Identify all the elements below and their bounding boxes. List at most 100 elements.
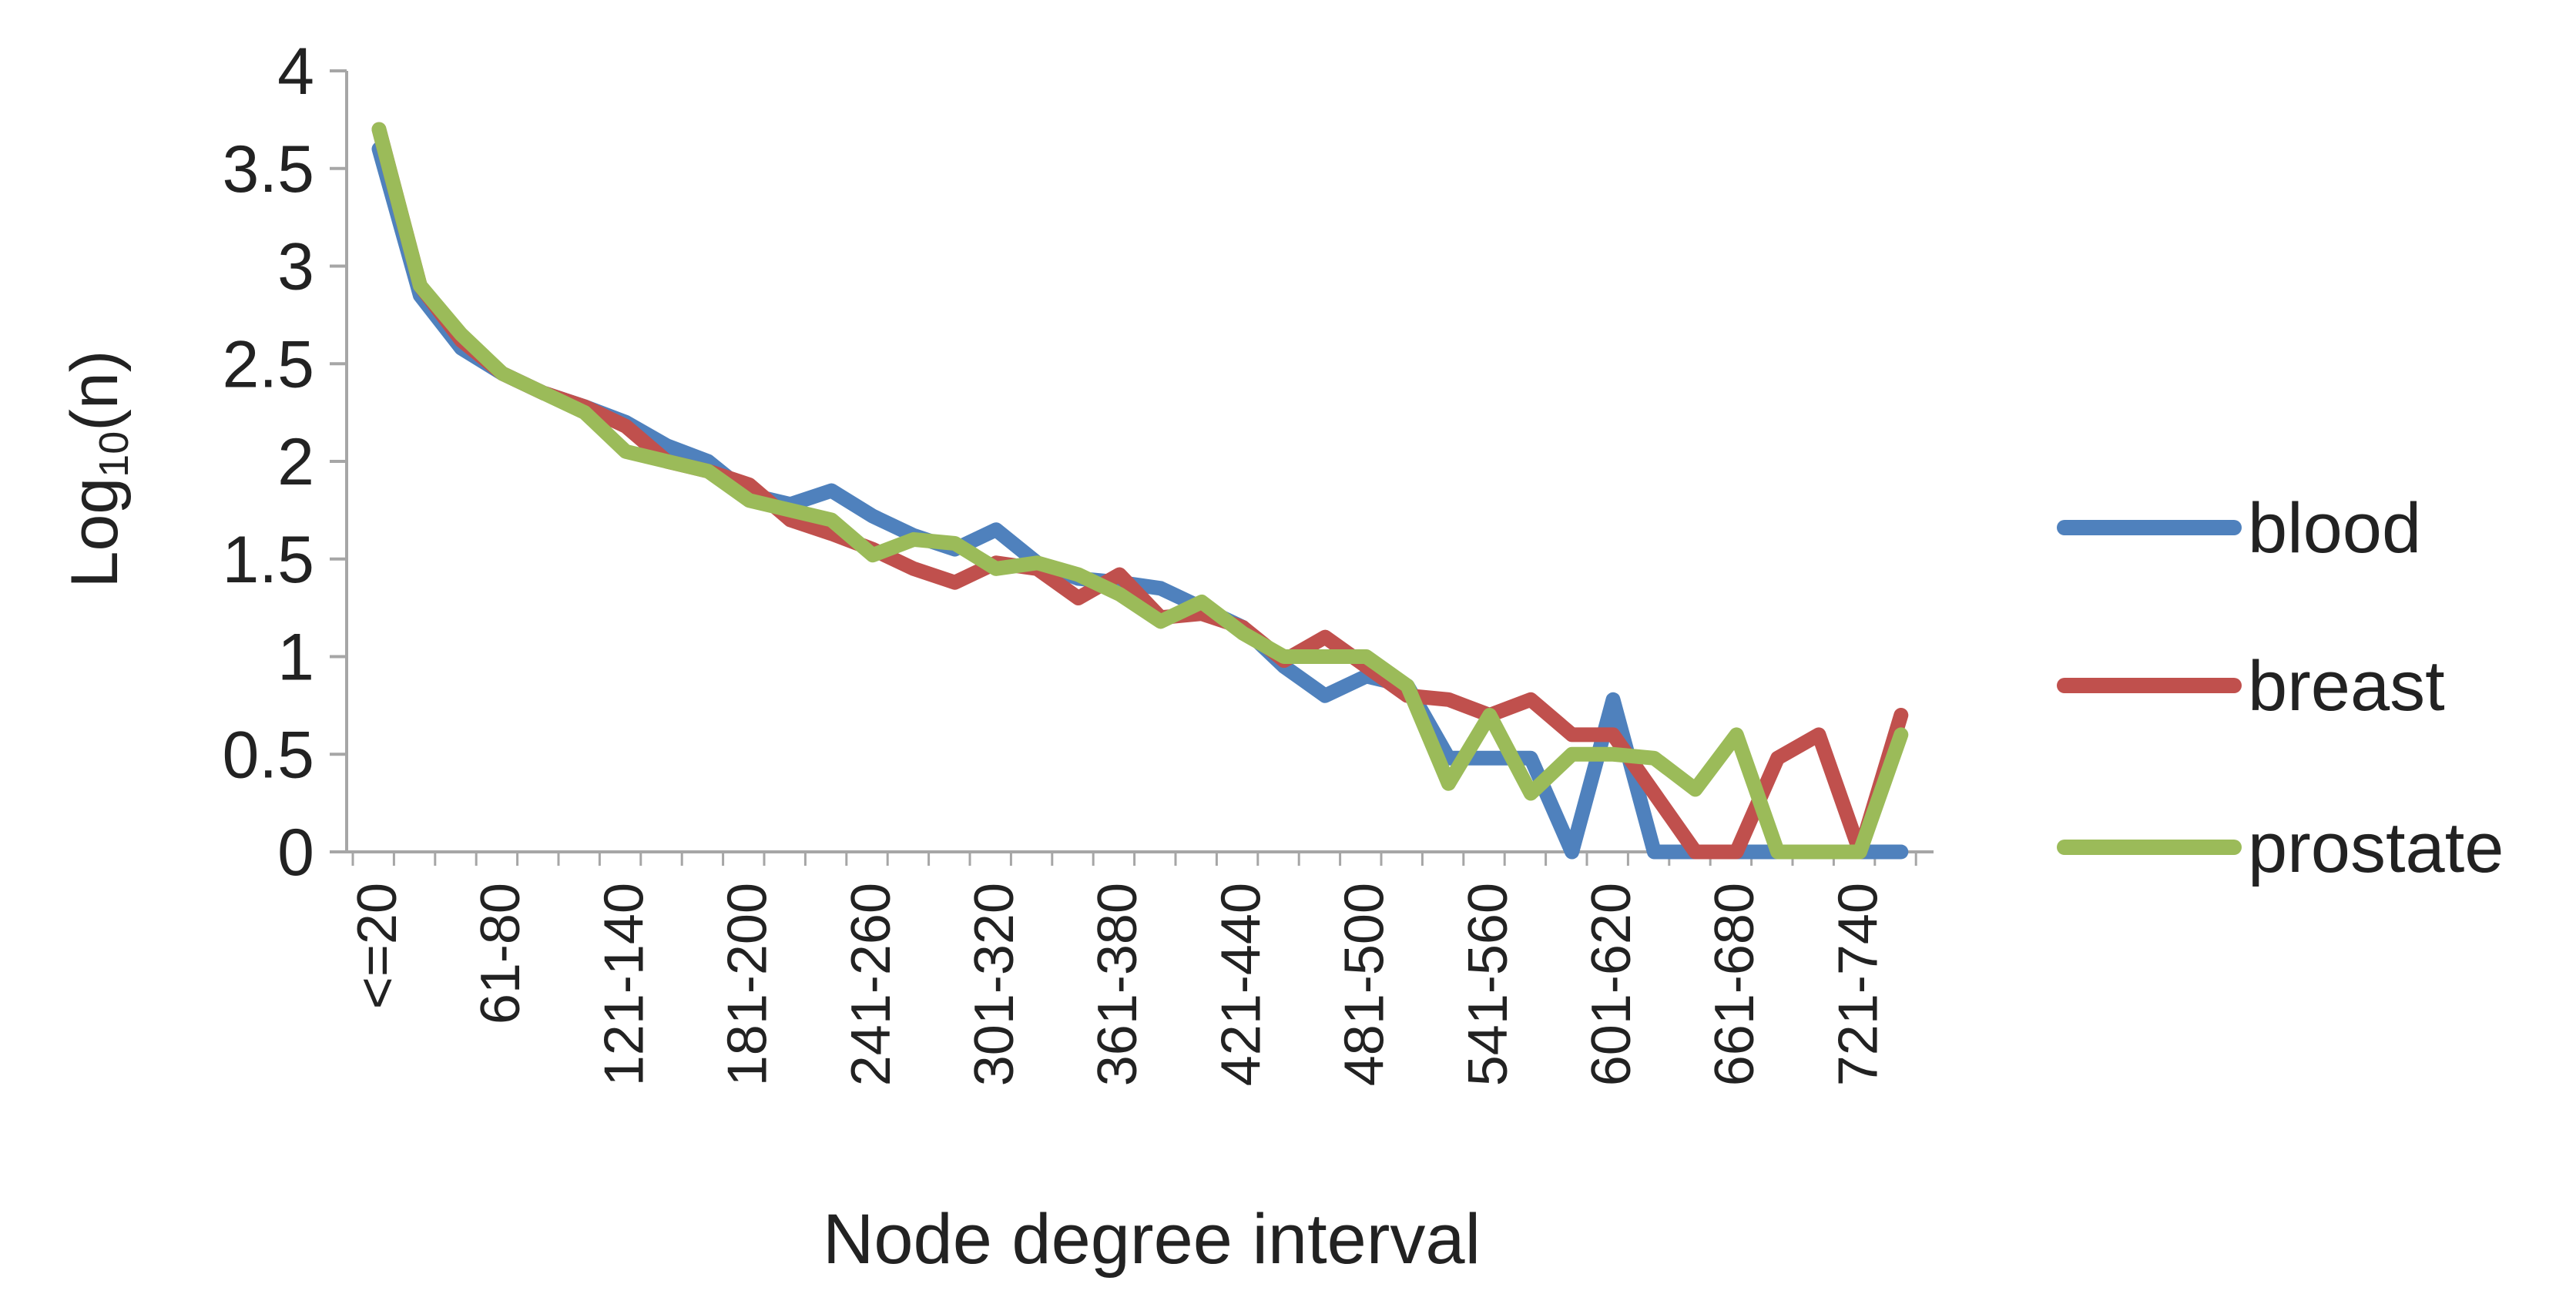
- data-point: [830, 532, 833, 535]
- data-point: [1323, 655, 1327, 659]
- data-point: [954, 581, 957, 584]
- data-point: [1612, 753, 1615, 756]
- data-point: [1447, 698, 1450, 701]
- data-point: [871, 515, 874, 518]
- data-point: [666, 444, 669, 448]
- data-point: [1652, 850, 1655, 853]
- x-axis-title: Node degree interval: [823, 1200, 1481, 1279]
- data-point: [748, 499, 751, 502]
- data-point: [706, 470, 709, 473]
- data-point: [789, 518, 792, 521]
- data-point: [1858, 850, 1861, 853]
- legend-item-blood: blood: [2057, 489, 2421, 568]
- legend: blood breast prostate: [2057, 489, 2504, 887]
- series-points-breast: [377, 128, 1903, 853]
- legend-label: breast: [2248, 647, 2445, 726]
- y-tick-label: 0.5: [222, 718, 314, 792]
- data-point: [1406, 685, 1409, 688]
- x-tick-label: 541-560: [1457, 883, 1519, 1086]
- x-axis-ticks: <=20 61-80 121-140 181-200 241-260 301-320 361…: [347, 852, 1917, 1086]
- data-point: [995, 528, 998, 531]
- legend-label: blood: [2248, 489, 2421, 568]
- data-point: [1118, 592, 1121, 595]
- data-point: [1571, 850, 1574, 853]
- data-point: [1735, 733, 1738, 736]
- x-tick-label: 241-260: [840, 883, 902, 1086]
- data-point: [1776, 756, 1779, 759]
- data-point: [1612, 733, 1615, 736]
- data-point: [460, 333, 463, 336]
- data-point: [1077, 596, 1080, 599]
- x-tick-label: 121-140: [593, 883, 655, 1086]
- data-point: [1200, 612, 1203, 615]
- data-point: [542, 391, 545, 394]
- x-tick-label: 301-320: [964, 883, 1025, 1086]
- data-point: [1323, 694, 1327, 697]
- series-points-blood: [377, 147, 1903, 853]
- data-point: [1200, 601, 1203, 604]
- plot-area: [371, 122, 1909, 860]
- x-tick-label: 181-200: [717, 883, 779, 1086]
- legend-label: prostate: [2248, 809, 2504, 887]
- data-point: [1817, 733, 1820, 736]
- data-point: [1900, 714, 1903, 717]
- data-point: [1571, 733, 1574, 736]
- y-tick-label: 0: [277, 816, 314, 890]
- data-point: [1488, 714, 1491, 717]
- series-line-blood: [371, 141, 1909, 860]
- data-point: [624, 450, 627, 453]
- data-point: [1447, 782, 1450, 785]
- legend-item-prostate: prostate: [2057, 809, 2504, 887]
- y-tick-label: 2: [277, 425, 314, 499]
- x-tick-label: 601-620: [1581, 883, 1642, 1086]
- y-axis-title-subscript: 10: [91, 431, 137, 478]
- axes: [345, 71, 1934, 853]
- x-tick-label: 721-740: [1827, 883, 1889, 1086]
- data-point: [1694, 850, 1697, 853]
- data-point: [624, 424, 627, 427]
- series-points-prostate: [377, 128, 1903, 853]
- data-point: [1652, 756, 1655, 759]
- data-point: [912, 567, 915, 570]
- data-point: [1529, 792, 1532, 795]
- x-tick-label: 361-380: [1087, 883, 1149, 1086]
- data-point: [377, 128, 381, 131]
- data-point: [666, 460, 669, 463]
- data-point: [583, 411, 586, 414]
- data-point: [954, 541, 957, 545]
- x-tick-label: 61-80: [470, 883, 532, 1024]
- x-tick-label: 481-500: [1334, 883, 1396, 1086]
- data-point: [501, 372, 504, 375]
- x-tick-label: 661-680: [1704, 883, 1766, 1086]
- y-tick-label: 1.5: [222, 523, 314, 597]
- data-point: [1447, 756, 1450, 759]
- y-axis-title-main: Log: [58, 478, 132, 588]
- data-point: [1283, 655, 1286, 659]
- data-point: [912, 538, 915, 541]
- data-point: [1776, 850, 1779, 853]
- data-point: [1159, 587, 1162, 590]
- data-point: [1159, 620, 1162, 623]
- x-tick-label: <=20: [347, 883, 408, 1009]
- data-point: [871, 554, 874, 557]
- data-point: [1612, 698, 1615, 701]
- data-point: [789, 508, 792, 511]
- x-tick-label: 421-440: [1210, 883, 1272, 1086]
- data-point: [1035, 561, 1038, 565]
- data-point: [1817, 850, 1820, 853]
- data-point: [1323, 635, 1327, 639]
- data-point: [1529, 698, 1532, 701]
- data-point: [706, 460, 709, 463]
- data-point: [830, 489, 833, 492]
- data-point: [1694, 788, 1697, 791]
- y-tick-label: 3.5: [222, 132, 314, 206]
- series-line-prostate: [371, 122, 1909, 860]
- series-line-breast: [371, 122, 1909, 860]
- y-tick-label: 1: [277, 621, 314, 695]
- data-point: [1900, 850, 1903, 853]
- y-axis-title-suffix: (n): [58, 350, 132, 431]
- data-point: [1365, 655, 1368, 659]
- y-axis-ticks: 4 3.5 3 2.5 2 1.5 1 0.5 0: [222, 35, 347, 890]
